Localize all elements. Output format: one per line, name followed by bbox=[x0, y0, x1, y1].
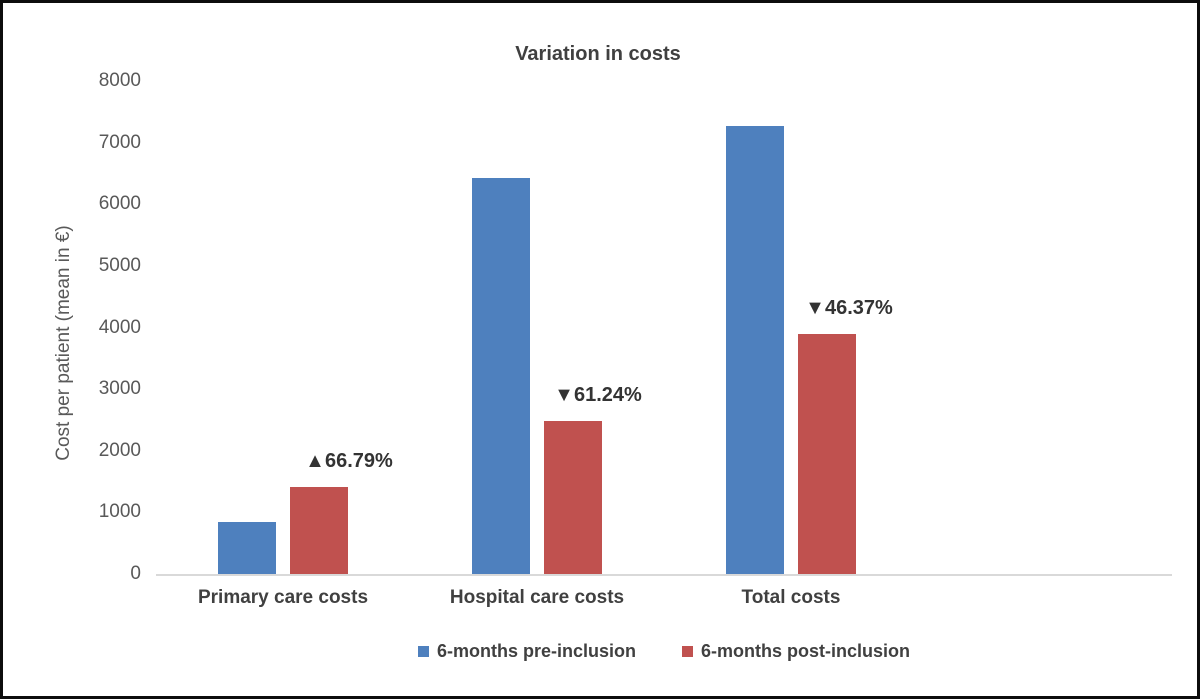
y-tick-label: 4000 bbox=[98, 316, 141, 338]
y-tick-label: 1000 bbox=[98, 501, 141, 523]
category-label: Total costs bbox=[741, 587, 841, 608]
y-tick-label: 2000 bbox=[98, 439, 141, 461]
chart-title: Variation in costs bbox=[515, 43, 681, 65]
change-annotation: ▲66.79% bbox=[305, 449, 393, 472]
x-axis-line bbox=[156, 574, 1172, 576]
y-tick-label: 7000 bbox=[98, 131, 141, 153]
y-tick-label: 0 bbox=[130, 563, 141, 584]
legend-label: 6-months post-inclusion bbox=[701, 641, 910, 661]
category-label: Primary care costs bbox=[197, 587, 369, 608]
y-axis-title: Cost per patient (mean in €) bbox=[53, 225, 74, 461]
legend-marker-pre-icon bbox=[417, 646, 429, 657]
bar-post-inclusion bbox=[290, 486, 348, 574]
y-tick-label: 8000 bbox=[98, 70, 141, 91]
bar-pre-inclusion bbox=[726, 125, 784, 574]
bar-pre-inclusion bbox=[472, 178, 530, 574]
legend-item: 6-months post-inclusion bbox=[682, 641, 910, 662]
legend: 6-months pre-inclusion 6-months post-incl… bbox=[156, 641, 1172, 662]
y-tick-label: 6000 bbox=[98, 193, 141, 215]
y-tick-label: 5000 bbox=[98, 254, 141, 276]
legend-item: 6-months pre-inclusion bbox=[417, 641, 636, 662]
legend-marker-post-icon bbox=[682, 646, 693, 657]
legend-label: 6-months pre-inclusion bbox=[436, 641, 636, 661]
change-annotation: ▼46.37% bbox=[805, 296, 893, 319]
bar-post-inclusion bbox=[798, 333, 856, 574]
category-label: Hospital care costs bbox=[449, 587, 625, 608]
bar-post-inclusion bbox=[544, 420, 602, 574]
y-tick-label: 3000 bbox=[98, 378, 141, 400]
bar-pre-inclusion bbox=[218, 521, 276, 574]
change-annotation: ▼61.24% bbox=[554, 383, 642, 406]
